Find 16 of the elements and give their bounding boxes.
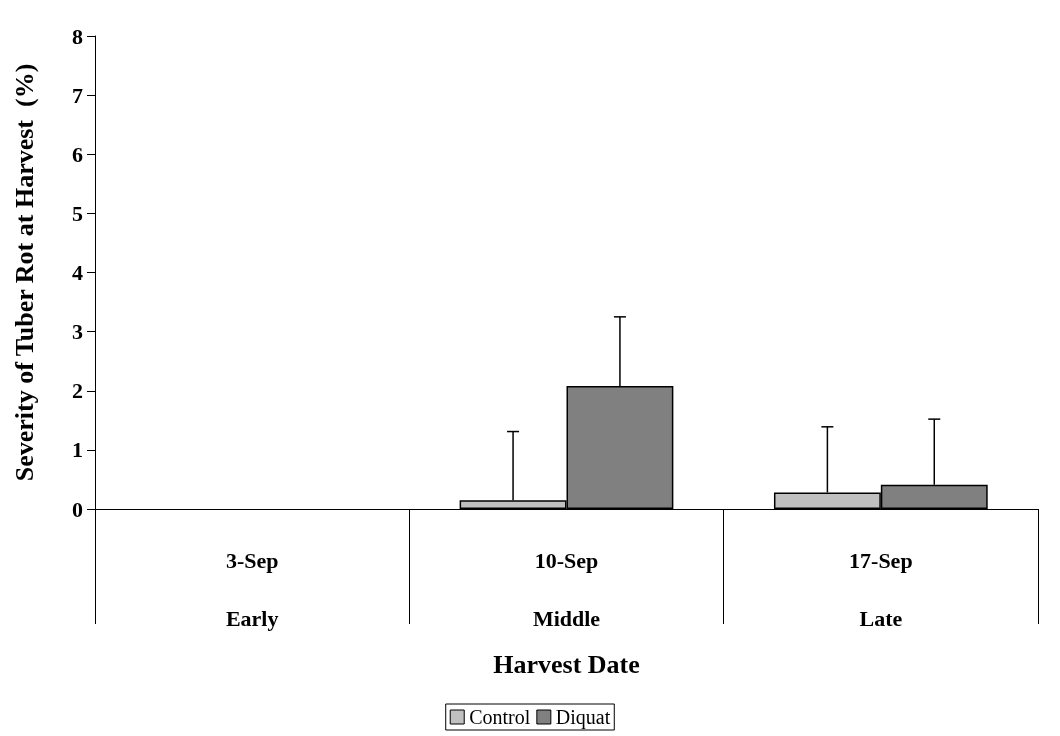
category-label: 17-Sep Late: [849, 547, 913, 631]
legend-label: Control: [469, 706, 531, 728]
y-tick-label: 7: [72, 82, 83, 108]
y-axis-title: Severity of Tuber Rot at Harvest (%): [9, 63, 39, 482]
y-tick-label: 4: [72, 260, 83, 285]
category-label: 3-Sep Early: [225, 547, 279, 631]
y-tick-label: 1: [72, 437, 83, 463]
y-tick-label: 8: [72, 23, 83, 49]
y-tick-label: 0: [72, 496, 83, 522]
x-axis-title: Harvest Date: [493, 650, 640, 680]
y-tick-label: 6: [72, 141, 83, 167]
legend-label: Diquat: [555, 706, 611, 729]
y-tick-label: 3: [72, 319, 83, 345]
y-tick-label: 5: [72, 200, 83, 226]
category-label: 10-Sep Middle: [532, 547, 601, 631]
y-tick-label: 2: [72, 378, 83, 404]
